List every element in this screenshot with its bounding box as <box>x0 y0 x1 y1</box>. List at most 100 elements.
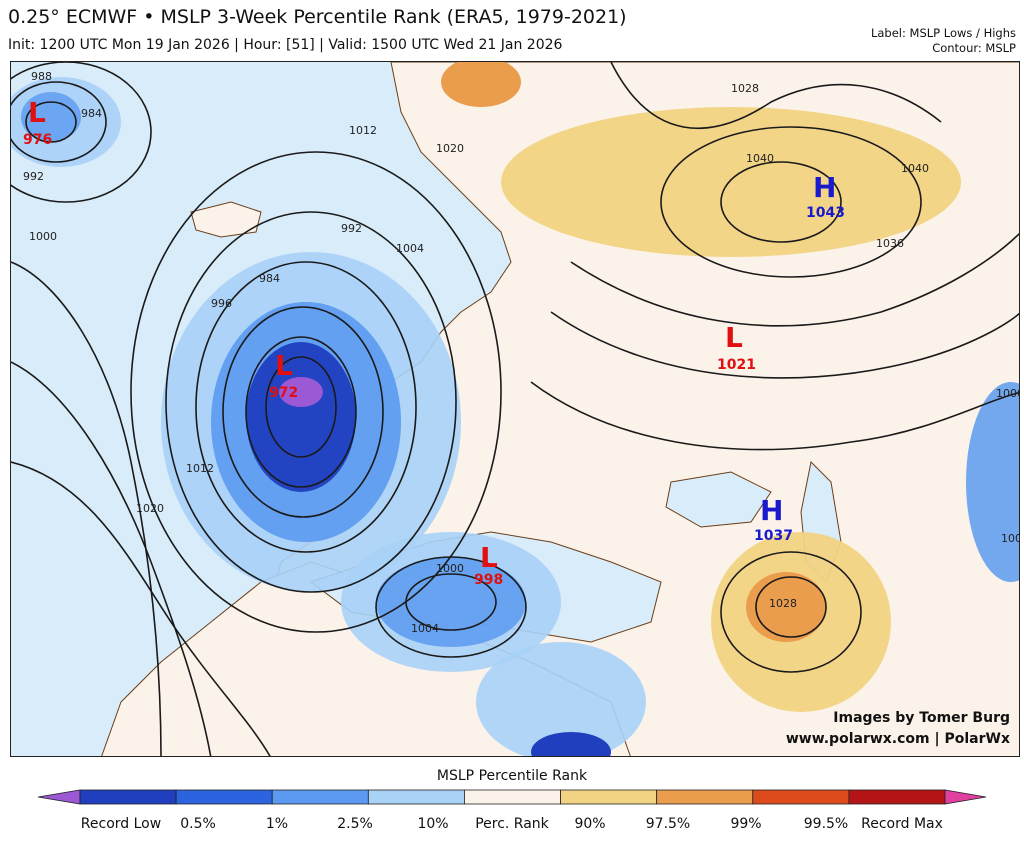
isobar-label: 1012 <box>186 462 214 475</box>
isobar <box>11 461 271 756</box>
colorbar-segment <box>656 789 754 805</box>
high-value: 1043 <box>806 205 845 221</box>
isobar-label: 992 <box>23 170 44 183</box>
isobar-label: 1028 <box>769 597 797 610</box>
colorbar-label: 1% <box>265 816 289 832</box>
isobar-label: 1020 <box>136 502 164 515</box>
isobar-label: 1028 <box>731 82 759 95</box>
low-value: 998 <box>474 572 503 588</box>
map-panel: 988 984 992 1000 1012 1020 996 984 992 1… <box>10 61 1020 757</box>
isobar <box>530 381 1019 451</box>
isobar-label: 1000 <box>29 230 57 243</box>
isobar <box>660 126 922 278</box>
colorbar <box>37 789 987 805</box>
map-subtitle: Init: 1200 UTC Mon 19 Jan 2026 | Hour: [… <box>8 37 563 53</box>
colorbar-segment <box>175 789 273 805</box>
low-value: 976 <box>23 132 52 148</box>
isobar <box>222 306 384 518</box>
map-canvas: 988 984 992 1000 1012 1020 996 984 992 1… <box>11 62 1020 756</box>
anomaly-orange-north <box>441 62 521 107</box>
colorbar-label: 97.5% <box>645 816 691 832</box>
colorbar-extend-low <box>37 789 81 805</box>
isobar-label: 1012 <box>349 124 377 137</box>
isobar <box>375 556 527 658</box>
credit-block: Images by Tomer Burg www.polarwx.com | P… <box>786 708 1010 750</box>
colorbar-label: 99.5% <box>803 816 849 832</box>
colorbar-segment <box>752 789 850 805</box>
colorbar-label: 2.5% <box>337 816 373 832</box>
colorbar-label: Perc. Rank <box>475 816 549 832</box>
isobar <box>11 62 152 203</box>
colorbar-label: 10% <box>417 816 449 832</box>
isobar <box>610 62 942 130</box>
isobars <box>11 62 1019 756</box>
isobar-label: 1036 <box>876 237 904 250</box>
isobar <box>11 261 162 756</box>
anomaly-yellow-north <box>501 107 961 257</box>
isobar <box>720 161 842 243</box>
colorbar-segment <box>367 789 465 805</box>
low-letter: L <box>28 96 46 129</box>
anomaly-purple-core <box>279 377 323 407</box>
isobar-label: 1000 <box>436 562 464 575</box>
colorbar-segment <box>271 789 369 805</box>
isobar <box>720 551 862 673</box>
colorbar-label: Record Max <box>861 816 943 832</box>
colorbar-label: 99% <box>730 816 762 832</box>
isobar-label: 988 <box>31 70 52 83</box>
colorbar-segment <box>560 789 658 805</box>
anomaly-blue-dark-africa <box>531 732 611 756</box>
anomaly-blue-mid-med <box>376 557 526 647</box>
anomaly-blue-dark-atlantic <box>246 342 356 492</box>
isobar <box>25 101 77 143</box>
colorbar-extend-high <box>944 789 987 805</box>
isobar-label: 1020 <box>436 142 464 155</box>
colorbar-label: Record Low <box>80 816 162 832</box>
label-info: Label: MSLP Lows / Highs <box>870 26 1016 40</box>
isobar-label: 992 <box>341 222 362 235</box>
isobar <box>265 356 337 458</box>
sea-black <box>665 471 772 528</box>
isobar <box>195 261 417 553</box>
isobar <box>755 576 827 638</box>
colorbar-segment <box>848 789 946 805</box>
isobar <box>130 151 502 633</box>
isobar <box>405 573 497 631</box>
colorbar-label: 0.5% <box>180 816 216 832</box>
low-letter: L <box>480 541 498 574</box>
low-letter: L <box>725 321 743 354</box>
anomaly-blue-mid-nw <box>21 92 81 142</box>
anomaly-blue-light-africa <box>476 642 646 756</box>
isobar-label: 1040 <box>901 162 929 175</box>
isobar <box>550 311 1019 379</box>
isobar-label: 984 <box>259 272 280 285</box>
isobar-label: 984 <box>81 107 102 120</box>
credit-website: www.polarwx.com | PolarWx <box>785 731 1010 747</box>
isobar-label: 1004 <box>396 242 424 255</box>
isobar-label: 1000 <box>996 387 1020 400</box>
isobar <box>165 211 457 593</box>
map-title: 0.25° ECMWF • MSLP 3-Week Percentile Ran… <box>8 6 627 28</box>
anomaly-blue-east-edge <box>966 382 1019 582</box>
isobar-label: 1008 <box>1001 532 1020 545</box>
isobar-label: 1004 <box>411 622 439 635</box>
isobar-labels: 988 984 992 1000 1012 1020 996 984 992 1… <box>23 70 1020 635</box>
map-info: Label: MSLP Lows / Highs Contour: MSLP <box>871 26 1016 56</box>
credit-author: Images by Tomer Burg <box>833 710 1010 726</box>
high-letter: H <box>760 494 783 527</box>
high-letter: H <box>813 171 836 204</box>
colorbar-label: 90% <box>574 816 606 832</box>
isobar <box>245 336 357 488</box>
low-letter: L <box>275 349 293 382</box>
isobar-label: 996 <box>211 297 232 310</box>
pressure-systems: L 976 L 972 L 998 L 1021 H 1043 H 1037 <box>23 96 845 588</box>
anomaly-orange-southeast <box>746 572 826 642</box>
landmass-iceland <box>190 201 262 238</box>
isobar <box>11 81 107 163</box>
colorbar-segment <box>464 789 561 805</box>
high-value: 1037 <box>754 528 793 544</box>
isobar <box>570 232 1019 327</box>
low-value: 1021 <box>717 357 756 373</box>
isobar-label: 1040 <box>746 152 774 165</box>
colorbar-segment <box>79 789 177 805</box>
